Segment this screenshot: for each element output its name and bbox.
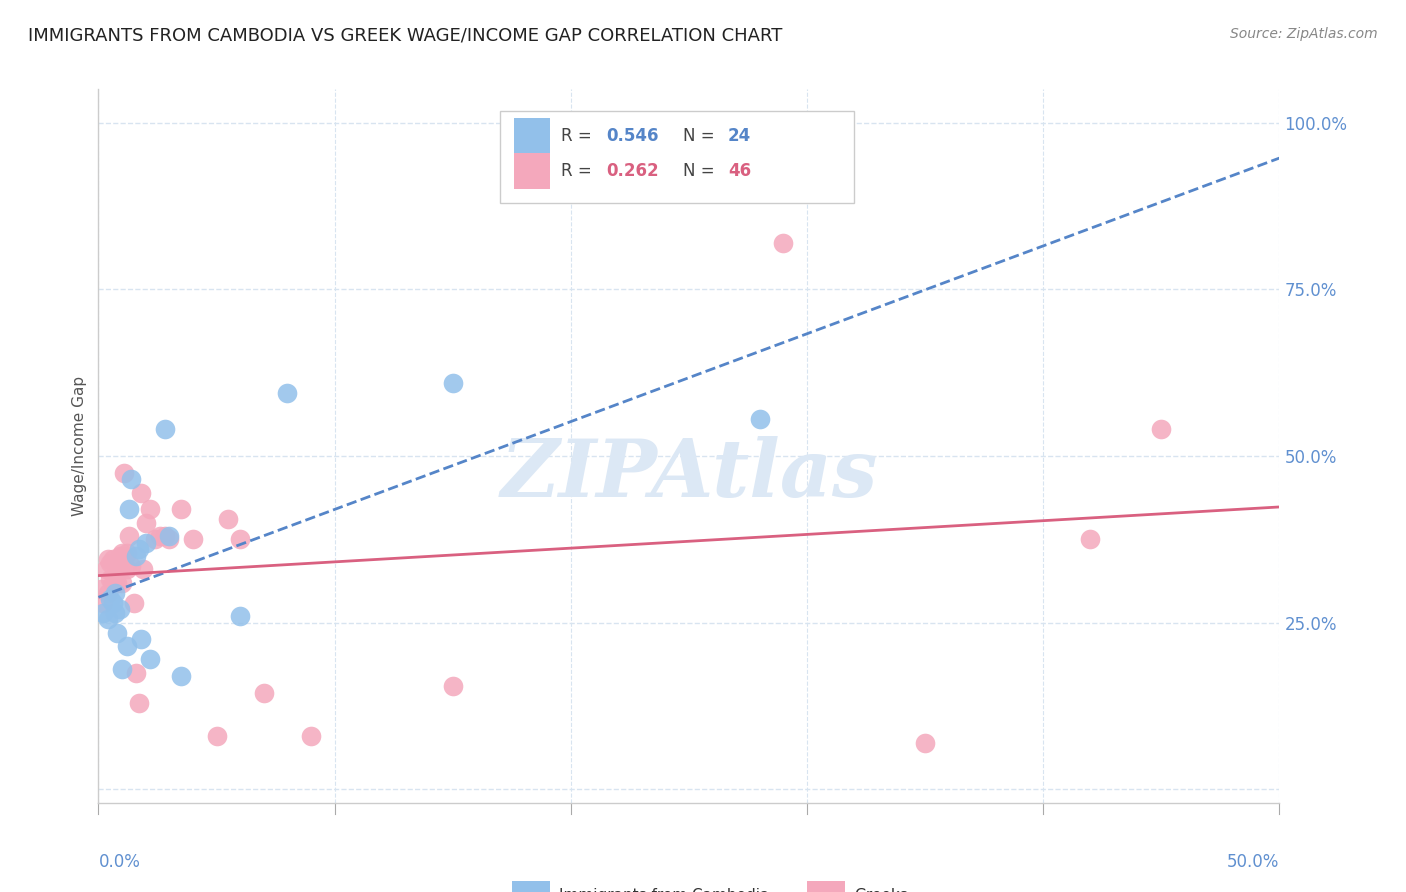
Point [157, 533, 180, 547]
Point [157, 529, 180, 543]
Point [170, 669, 193, 683]
Text: IMMIGRANTS FROM CAMBODIA VS GREEK WAGE/INCOME GAP CORRELATION CHART: IMMIGRANTS FROM CAMBODIA VS GREEK WAGE/I… [28, 27, 783, 45]
Text: Source: ZipAtlas.com: Source: ZipAtlas.com [1230, 27, 1378, 41]
Point [101, 552, 124, 566]
Point [98, 592, 121, 607]
Text: 46: 46 [728, 162, 751, 180]
Point [153, 422, 176, 436]
Point [118, 529, 141, 543]
Text: 24: 24 [728, 127, 751, 145]
Text: N =: N = [683, 162, 720, 180]
Point [101, 575, 124, 590]
Y-axis label: Wage/Income Gap: Wage/Income Gap [72, 376, 87, 516]
Point [98, 556, 121, 570]
Point [97, 612, 120, 626]
Point [101, 596, 124, 610]
Point [135, 535, 157, 549]
Point [229, 609, 252, 624]
Text: 0.0%: 0.0% [98, 853, 141, 871]
Point [748, 412, 770, 426]
Point [1150, 422, 1173, 436]
Point [299, 729, 322, 743]
Point [108, 602, 131, 616]
Point [153, 529, 176, 543]
Point [125, 665, 148, 680]
Point [118, 502, 141, 516]
Point [104, 606, 127, 620]
Text: 0.262: 0.262 [606, 162, 659, 180]
Point [105, 556, 128, 570]
Point [90, 582, 112, 597]
FancyBboxPatch shape [501, 111, 855, 203]
Point [143, 533, 166, 547]
Text: R =: R = [561, 162, 598, 180]
Point [128, 542, 150, 557]
Point [104, 585, 127, 599]
Point [91, 596, 114, 610]
Point [104, 556, 127, 570]
Point [217, 512, 239, 526]
Point [94, 562, 117, 576]
Point [181, 533, 204, 547]
Point [115, 639, 138, 653]
Point [139, 652, 162, 666]
Point [121, 472, 143, 486]
FancyBboxPatch shape [807, 881, 845, 892]
Point [111, 662, 134, 676]
Point [115, 546, 138, 560]
Point [914, 736, 936, 750]
Text: 50.0%: 50.0% [1227, 853, 1279, 871]
Point [104, 575, 127, 590]
Point [98, 573, 121, 587]
Point [128, 696, 150, 710]
Point [112, 549, 135, 563]
Point [441, 376, 464, 390]
Text: Immigrants from Cambodia: Immigrants from Cambodia [560, 888, 769, 892]
Point [105, 625, 128, 640]
Point [91, 606, 114, 620]
Point [132, 562, 155, 576]
Point [108, 549, 131, 563]
Point [139, 502, 162, 516]
FancyBboxPatch shape [512, 881, 550, 892]
Point [1080, 533, 1102, 547]
Text: 0.546: 0.546 [606, 127, 659, 145]
Point [97, 552, 120, 566]
Point [105, 575, 128, 590]
FancyBboxPatch shape [515, 153, 550, 189]
Point [129, 632, 152, 647]
Point [772, 235, 794, 250]
Point [229, 533, 252, 547]
Point [276, 385, 298, 400]
Text: N =: N = [683, 127, 720, 145]
Point [205, 729, 228, 743]
Point [135, 516, 157, 530]
Point [112, 466, 135, 480]
Point [149, 529, 172, 543]
Point [122, 596, 145, 610]
Point [170, 502, 193, 516]
Point [108, 562, 131, 576]
Point [121, 559, 143, 574]
FancyBboxPatch shape [515, 118, 550, 153]
Point [97, 585, 120, 599]
Point [111, 546, 134, 560]
Point [111, 575, 134, 590]
Text: Greeks: Greeks [855, 888, 908, 892]
Text: R =: R = [561, 127, 598, 145]
Point [129, 485, 152, 500]
Point [115, 562, 138, 576]
Point [441, 679, 464, 693]
Point [125, 549, 148, 563]
Text: ZIPAtlas: ZIPAtlas [501, 436, 877, 513]
Point [253, 686, 276, 700]
